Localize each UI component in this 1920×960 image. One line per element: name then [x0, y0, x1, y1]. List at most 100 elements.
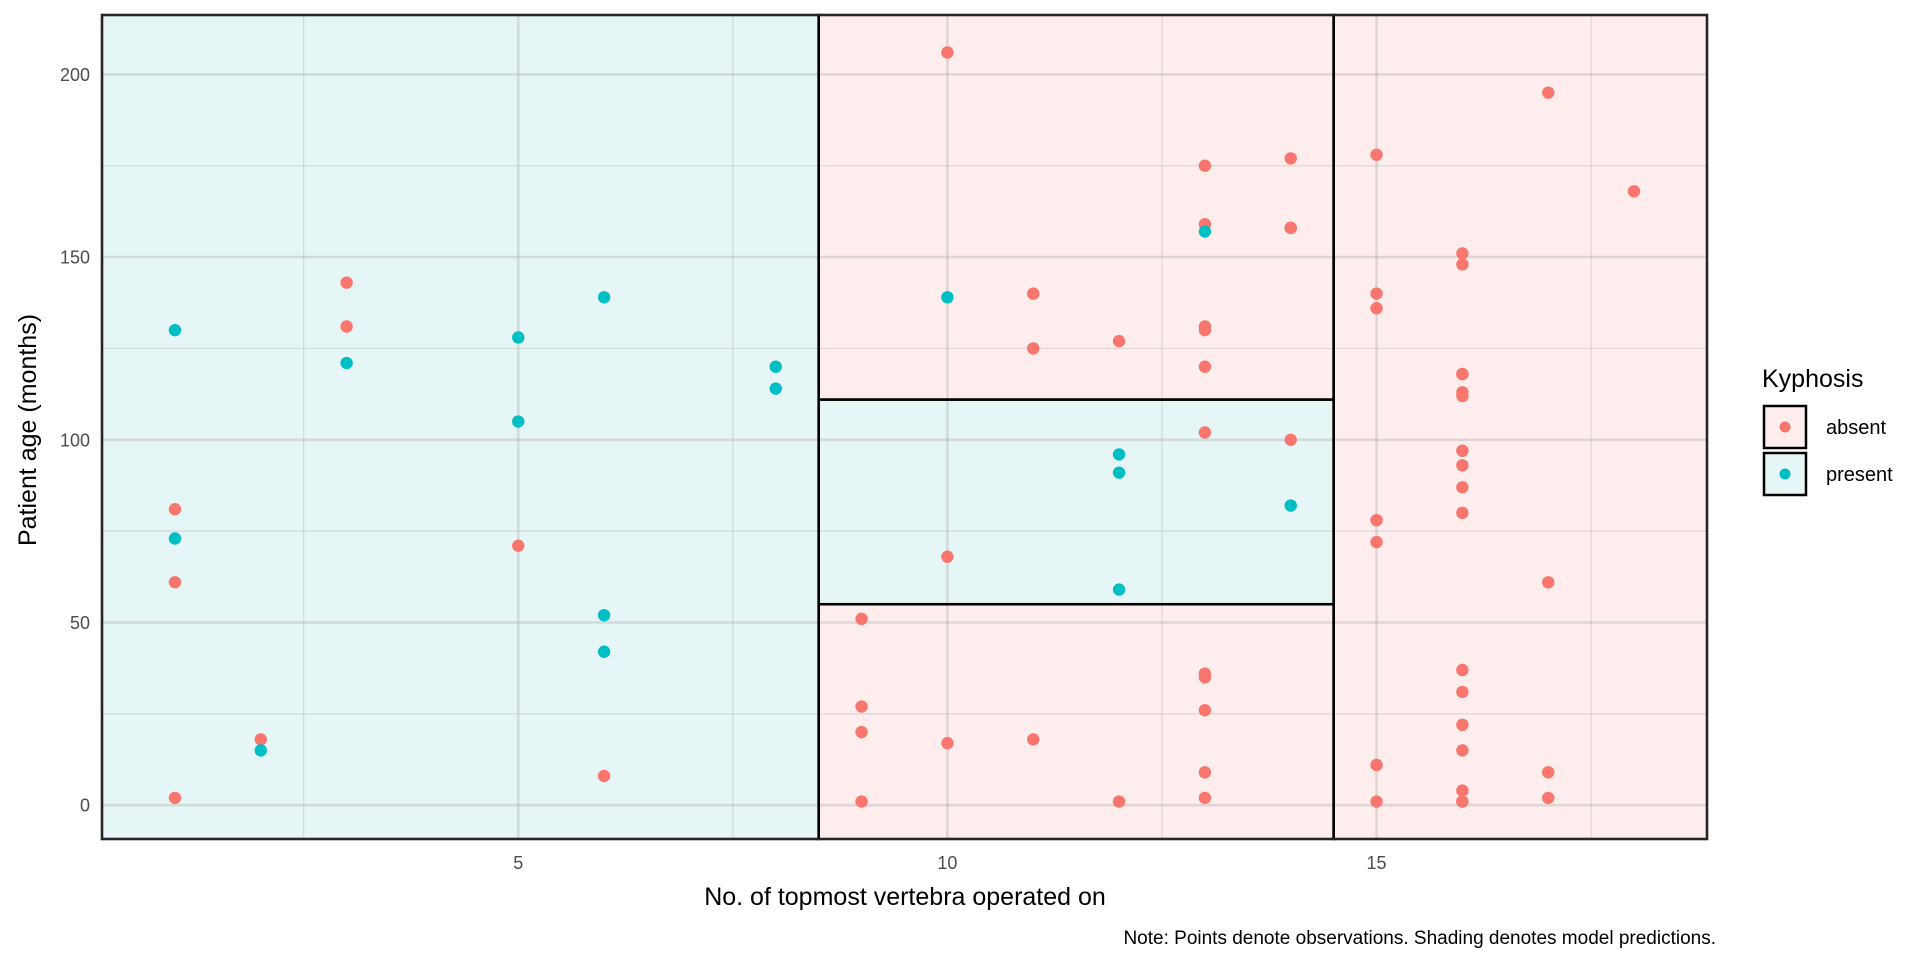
point-absent	[1198, 667, 1212, 680]
legend-dot-present	[1779, 468, 1791, 480]
panel-border	[101, 14, 1708, 840]
point-absent	[1456, 685, 1469, 699]
point-present	[168, 532, 182, 545]
point-absent	[254, 733, 267, 746]
data-points	[168, 46, 1641, 808]
point-absent	[1456, 459, 1469, 472]
x-axis-title: No. of topmost vertebra operated on	[704, 883, 1106, 911]
point-absent	[1284, 433, 1297, 446]
caption-note: Note: Points denote observations. Shadin…	[1123, 928, 1716, 949]
x-tick-label: 15	[1367, 853, 1387, 873]
point-absent	[1542, 86, 1555, 99]
point-absent	[1456, 795, 1469, 808]
point-absent	[1542, 791, 1555, 805]
point-absent	[1542, 766, 1555, 779]
point-absent	[1542, 576, 1555, 589]
legend-item-absent: absent	[1762, 404, 1886, 450]
legend: Kyphosis absent present	[1762, 365, 1893, 497]
point-present	[769, 360, 782, 373]
point-absent	[1198, 703, 1212, 717]
point-absent	[1370, 535, 1383, 549]
point-absent	[1198, 766, 1212, 779]
point-absent	[1456, 744, 1469, 757]
y-axis-ticks: 0 50 100 150 200	[60, 65, 90, 816]
prediction-regions	[102, 15, 1707, 839]
point-present	[597, 645, 611, 658]
point-absent	[1370, 287, 1383, 300]
point-absent	[1284, 152, 1297, 165]
point-absent	[1456, 481, 1469, 494]
point-absent	[1027, 287, 1040, 300]
point-present	[769, 382, 782, 395]
point-present	[941, 291, 954, 304]
point-present	[597, 608, 611, 622]
point-absent	[1456, 247, 1469, 260]
region-absent-3	[818, 604, 1334, 839]
point-present	[1198, 225, 1212, 238]
point-absent	[1198, 426, 1212, 439]
region-absent-4	[1333, 15, 1707, 839]
point-absent	[168, 576, 182, 589]
legend-label-absent: absent	[1826, 417, 1886, 439]
point-present	[168, 323, 182, 337]
x-tick-label: 10	[937, 853, 957, 873]
x-tick-label: 5	[513, 853, 523, 873]
point-absent	[168, 791, 182, 805]
point-absent	[1370, 148, 1383, 161]
legend-dot-absent	[1779, 421, 1791, 433]
point-present	[1284, 499, 1297, 512]
point-absent	[1370, 302, 1383, 315]
point-absent	[941, 46, 954, 59]
point-absent	[168, 503, 182, 516]
y-axis-title: Patient age (months)	[14, 314, 42, 546]
point-absent	[1198, 159, 1212, 172]
point-absent	[340, 320, 353, 333]
region-present-0	[102, 15, 819, 839]
point-present	[254, 744, 267, 757]
region-absent-1	[818, 15, 1334, 400]
point-absent	[1198, 320, 1212, 333]
point-absent	[1456, 258, 1469, 271]
x-axis-ticks: 5 10 15	[513, 853, 1386, 873]
point-absent	[1456, 784, 1469, 797]
point-present	[340, 356, 353, 370]
point-present	[512, 331, 525, 344]
point-absent	[855, 700, 868, 713]
point-absent	[941, 736, 954, 750]
point-absent	[1112, 795, 1126, 808]
point-absent	[1456, 444, 1469, 457]
point-absent	[1370, 513, 1383, 527]
point-absent	[340, 276, 353, 289]
point-absent	[855, 612, 868, 626]
point-absent	[855, 795, 868, 808]
point-absent	[941, 550, 954, 563]
legend-title: Kyphosis	[1762, 365, 1863, 393]
legend-label-present: present	[1826, 464, 1893, 486]
y-tick-label: 150	[60, 248, 90, 268]
y-tick-label: 100	[60, 430, 90, 450]
point-absent	[597, 769, 611, 783]
point-present	[1112, 448, 1126, 461]
point-present	[1112, 466, 1126, 479]
point-absent	[1027, 342, 1040, 355]
region-present-2	[818, 399, 1334, 605]
point-absent	[1456, 367, 1469, 381]
point-present	[597, 291, 611, 304]
point-present	[1112, 583, 1126, 596]
point-absent	[1456, 663, 1469, 677]
y-tick-label: 0	[80, 796, 90, 816]
point-present	[512, 415, 525, 428]
point-absent	[1456, 718, 1469, 732]
point-absent	[512, 539, 525, 552]
point-absent	[1112, 334, 1126, 348]
point-absent	[1198, 791, 1212, 805]
point-absent	[1198, 360, 1212, 373]
y-tick-label: 200	[60, 65, 90, 85]
y-tick-label: 50	[70, 613, 90, 633]
point-absent	[1284, 221, 1297, 235]
point-absent	[1627, 185, 1641, 198]
point-absent	[1027, 733, 1040, 746]
point-absent	[1370, 795, 1383, 808]
point-absent	[1456, 389, 1469, 403]
